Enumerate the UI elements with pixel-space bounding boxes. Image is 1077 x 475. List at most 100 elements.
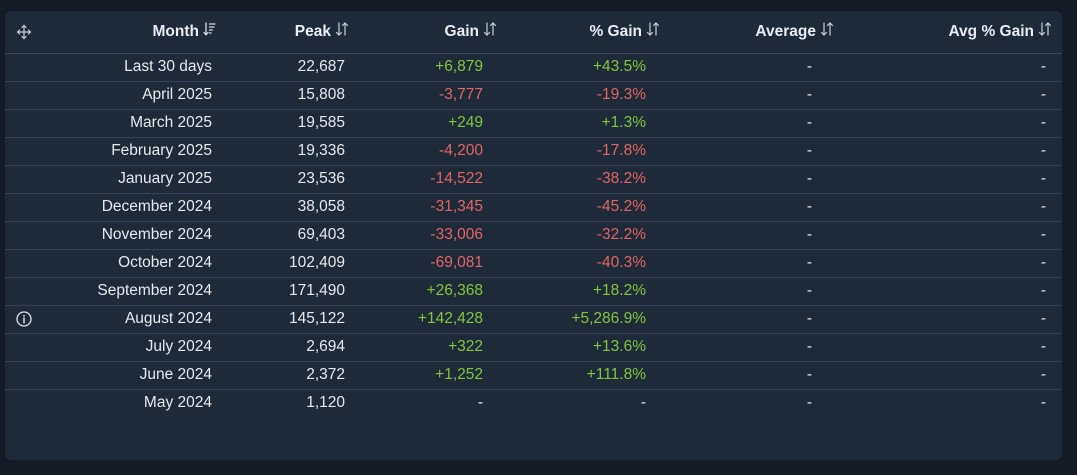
gain-cell: -31,345 [359,193,507,222]
table-body: Last 30 days 22,687 +6,879 +43.5% - - April 20… [5,53,1062,417]
average-cell: - [670,277,844,306]
percent-gain-cell: +1.3% [507,109,670,138]
average-cell: - [670,137,844,166]
row-icon-cell [5,221,43,250]
peak-cell: 2,694 [226,333,359,362]
column-header-average[interactable]: Average [670,11,844,54]
column-header-percent-gain[interactable]: % Gain [507,11,670,54]
avg-percent-gain-cell: - [844,165,1062,194]
average-cell: - [806,394,812,412]
row-icon-cell [5,81,43,110]
table-row: July 2024 2,694 +322 +13.6% - - [5,333,1062,362]
peak-cell: 102,409 [226,249,359,278]
column-header-peak[interactable]: Peak [226,11,359,54]
table-row: September 2024 171,490 +26,368 +18.2% - - [5,277,1062,306]
row-icon-cell [5,53,43,82]
row-icon-cell [5,361,43,390]
row-icon-cell [5,249,43,278]
month-cell: August 2024 [43,305,226,334]
gain-cell: - [477,394,483,412]
month-cell: December 2024 [43,193,226,222]
column-header-month[interactable]: Month [43,11,226,54]
percent-gain-cell: -45.2% [507,193,670,222]
row-icon-cell [5,333,43,362]
avg-percent-gain-cell: - [844,53,1062,82]
peak-cell: 69,403 [226,221,359,250]
percent-gain-cell: -17.8% [507,137,670,166]
percent-gain-cell: -38.2% [507,165,670,194]
sort-updown-icon[interactable] [646,22,660,39]
column-header-month-label: Month [152,23,199,41]
avg-percent-gain-cell: - [844,221,1062,250]
percent-gain-cell: - [640,394,646,412]
avg-percent-gain-cell: - [844,305,1062,334]
peak-cell: 23,536 [226,165,359,194]
avg-percent-gain-cell: - [844,249,1062,278]
table-row: December 2024 38,058 -31,345 -45.2% - - [5,193,1062,222]
avg-percent-gain-cell: - [1040,394,1046,412]
sort-updown-icon[interactable] [335,22,349,39]
month-cell: February 2025 [43,137,226,166]
percent-gain-cell: +5,286.9% [507,305,670,334]
peak-cell: 171,490 [226,277,359,306]
table-header-row: Month Peak Gain % Gain Average Avg % Gai… [5,11,1062,54]
table-row: February 2025 19,336 -4,200 -17.8% - - [5,137,1062,166]
column-header-percent-gain-label: % Gain [589,23,642,41]
row-icon-cell [5,109,43,138]
peak-cell: 19,336 [226,137,359,166]
gain-cell: +6,879 [359,53,507,82]
table-row: May 2024 1,120 - - - - [5,389,1062,417]
table-row: March 2025 19,585 +249 +1.3% - - [5,109,1062,138]
gain-cell: +1,252 [359,361,507,390]
column-header-average-label: Average [755,23,816,41]
month-cell: June 2024 [43,361,226,390]
monthly-stats-table: Month Peak Gain % Gain Average Avg % Gai… [5,11,1062,417]
table-row: October 2024 102,409 -69,081 -40.3% - - [5,249,1062,278]
avg-percent-gain-cell: - [844,361,1062,390]
average-cell: - [670,249,844,278]
month-cell: September 2024 [43,277,226,306]
peak-cell: 15,808 [226,81,359,110]
column-header-gain[interactable]: Gain [359,11,507,54]
month-cell: Last 30 days [43,53,226,82]
column-header-gain-label: Gain [444,23,479,41]
column-header-avg-percent-gain[interactable]: Avg % Gain [844,11,1062,54]
percent-gain-cell: +18.2% [507,277,670,306]
month-cell: July 2024 [43,333,226,362]
sort-updown-icon[interactable] [1038,22,1052,39]
move-arrows-icon[interactable] [16,24,32,40]
peak-cell: 1,120 [306,394,345,412]
gain-cell: +142,428 [359,305,507,334]
column-drag-handle[interactable] [5,11,43,54]
info-icon[interactable] [16,311,32,327]
gain-cell: -4,200 [359,137,507,166]
month-cell: November 2024 [43,221,226,250]
month-cell: April 2025 [43,81,226,110]
peak-cell: 2,372 [226,361,359,390]
percent-gain-cell: +111.8% [507,361,670,390]
row-icon-cell [5,389,43,417]
percent-gain-cell: -40.3% [507,249,670,278]
sort-descending-icon[interactable] [203,22,216,39]
peak-cell: 19,585 [226,109,359,138]
percent-gain-cell: +13.6% [507,333,670,362]
avg-percent-gain-cell: - [844,109,1062,138]
table-row: April 2025 15,808 -3,777 -19.3% - - [5,81,1062,110]
gain-cell: +249 [359,109,507,138]
avg-percent-gain-cell: - [844,333,1062,362]
peak-cell: 22,687 [226,53,359,82]
sort-updown-icon[interactable] [820,22,834,39]
gain-cell: +322 [359,333,507,362]
average-cell: - [670,333,844,362]
avg-percent-gain-cell: - [844,81,1062,110]
row-icon-cell [5,165,43,194]
gain-cell: -3,777 [359,81,507,110]
row-icon-cell [5,277,43,306]
average-cell: - [670,81,844,110]
table-row: August 2024 145,122 +142,428 +5,286.9% - - [5,305,1062,334]
avg-percent-gain-cell: - [844,137,1062,166]
column-header-peak-label: Peak [294,23,331,41]
average-cell: - [670,221,844,250]
month-cell: May 2024 [143,394,212,412]
sort-updown-icon[interactable] [483,22,497,39]
